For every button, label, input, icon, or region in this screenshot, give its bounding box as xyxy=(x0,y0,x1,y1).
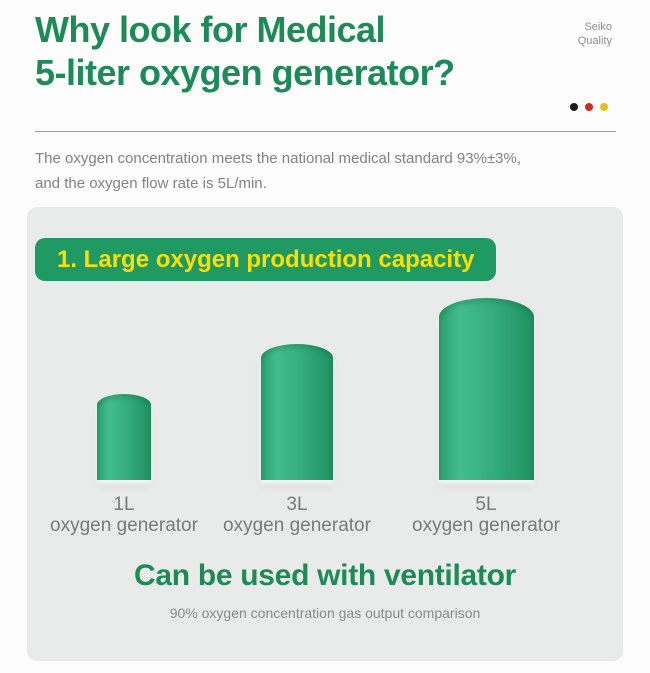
black-dot-icon xyxy=(570,103,578,111)
intro-line1: The oxygen concentration meets the natio… xyxy=(35,150,522,167)
cylinder-3l-bar xyxy=(261,344,333,480)
brand-mark: Seiko Quality xyxy=(578,20,612,48)
cylinder-1l-label-line1: 1L xyxy=(113,494,135,515)
cylinder-3l-label-line2: oxygen generator xyxy=(223,515,371,536)
card-footer-subtitle: 90% oxygen concentration gas output comp… xyxy=(169,605,481,621)
header-divider xyxy=(35,131,616,132)
cylinder-3l-label-line1: 3L xyxy=(286,494,308,515)
chart-column-1l: 1L oxygen generator xyxy=(34,207,214,544)
card-footer-title: Can be used with ventilator xyxy=(134,559,516,592)
brand-line2: Quality xyxy=(577,35,612,47)
page-title-line2: 5-liter oxygen generator? xyxy=(35,52,455,93)
chart-column-3l: 3L oxygen generator xyxy=(207,207,387,544)
cylinder-5l-bar xyxy=(438,298,534,480)
intro-line2: and the oxygen flow rate is 5L/min. xyxy=(35,175,267,192)
decorative-dots xyxy=(570,103,608,111)
cylinder-1l-label-line2: oxygen generator xyxy=(50,515,198,536)
cylinder-1l-label: 1L oxygen generator xyxy=(50,480,198,544)
intro-paragraph: The oxygen concentration meets the natio… xyxy=(35,146,521,196)
cylinder-5l-label-line2: oxygen generator xyxy=(412,515,560,536)
page-title: Why look for Medical 5-liter oxygen gene… xyxy=(35,8,455,94)
cylinder-3l-label: 3L oxygen generator xyxy=(223,480,371,544)
cylinder-5l-label: 5L oxygen generator xyxy=(412,480,560,544)
red-dot-icon xyxy=(585,103,593,111)
page-title-line1: Why look for Medical xyxy=(35,9,386,50)
section-badge: 1. Large oxygen production capacity xyxy=(35,238,497,281)
brand-line1: Seiko xyxy=(584,21,612,33)
cylinder-5l-label-line1: 5L xyxy=(475,494,497,515)
yellow-dot-icon xyxy=(600,103,608,111)
chart-column-5l: 5L oxygen generator xyxy=(396,207,576,544)
cylinder-1l-bar xyxy=(97,394,151,480)
content-card: 1. Large oxygen production capacity 1L o… xyxy=(27,207,623,661)
